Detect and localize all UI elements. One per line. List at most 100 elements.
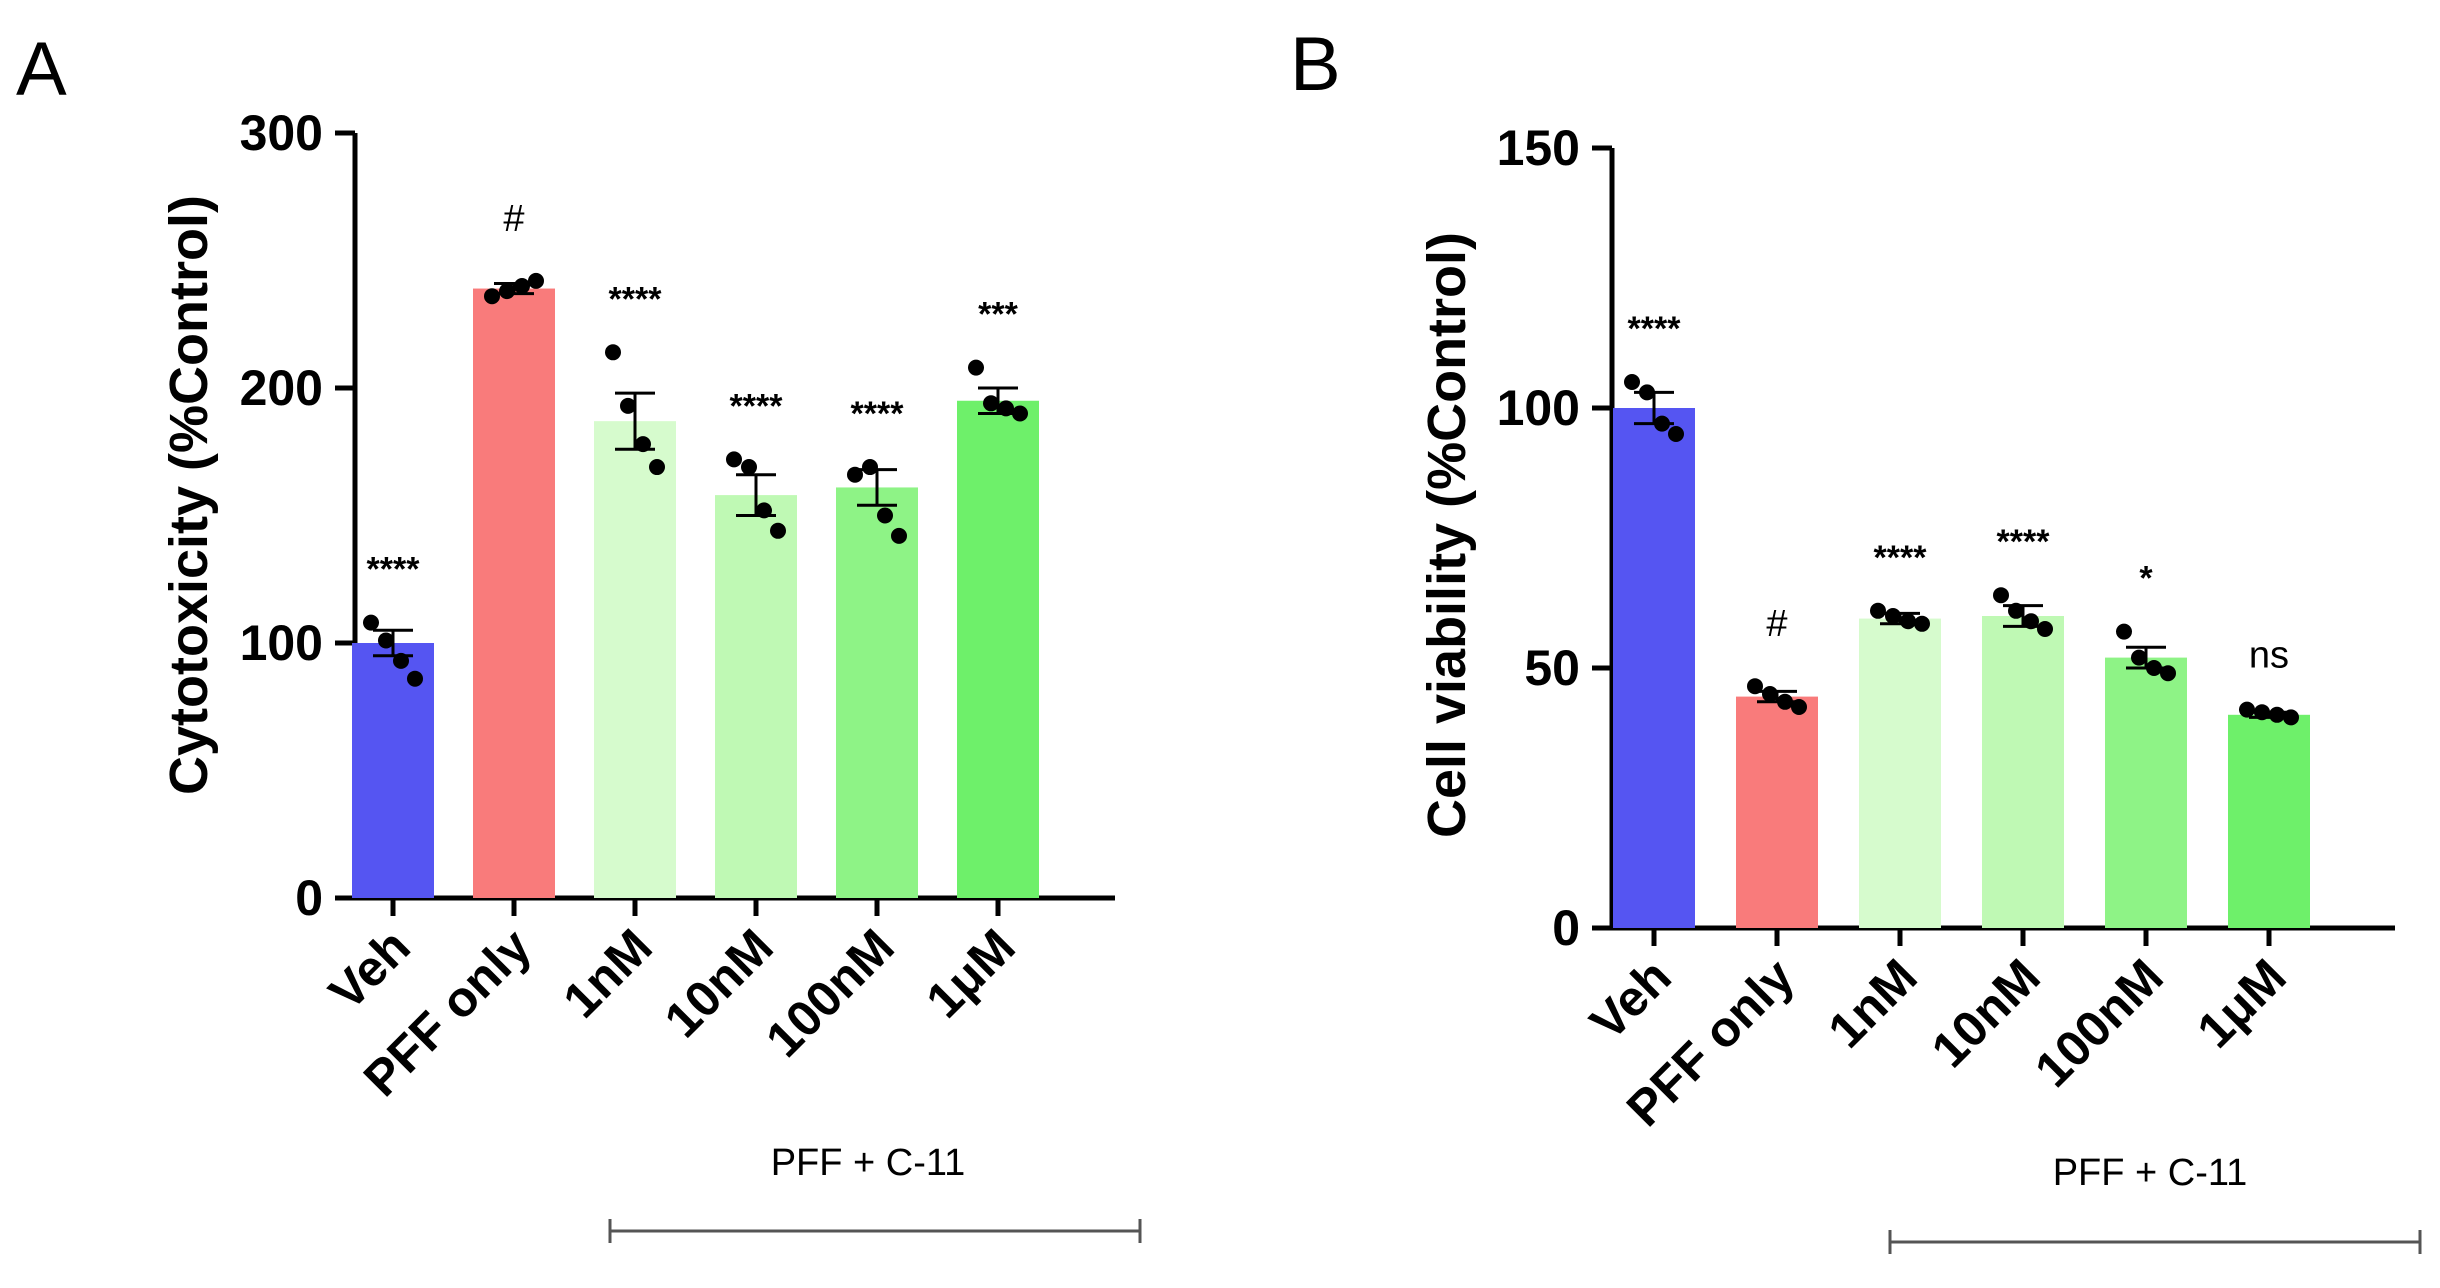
panel-a-data-point [741,459,757,476]
panel-a-significance-label: *** [978,296,1018,334]
panel-b-data-point [1777,693,1793,710]
panel-b-data-point [2131,649,2147,666]
panel-a-significance-label: **** [730,387,784,425]
panel-a-bar [836,487,918,898]
panel-a-y-tick-labels: 0 100 200 300 [240,105,323,926]
panel-a-bar [957,400,1039,898]
panel-b-y-tick-label: 50 [1524,640,1580,696]
panel-letter-b: B [1290,22,1341,107]
panel-b-bar [1982,616,2064,928]
panel-b-category-label: 1μM [2186,948,2296,1058]
panel-a-significance-label: **** [367,551,421,589]
panel-b-data-point [2116,623,2132,640]
panel-a-data-point [393,652,409,669]
panel-b-data-point [2146,660,2162,676]
panel-a-data-point [1012,405,1028,422]
panel-a-group-label: PFF + C-11 [771,1142,966,1184]
panel-b-data-point [1639,384,1655,401]
panel-a-data-point [756,502,772,519]
panel-b-data-point [1993,587,2009,604]
panel-b-data-point [2160,665,2176,682]
panel-b-significance-labels: ****#**** *****ns [1628,310,2290,677]
panel-b-data-point [1654,415,1670,432]
panel-a-category-label: 100nM [755,918,905,1068]
panel-b-y-tick-label: 0 [1552,900,1580,956]
panel-b-significance-label: **** [1628,310,1682,348]
panel-letter-a: A [16,27,67,112]
panel-a-data-point [605,344,621,361]
panel-a-bar [473,288,555,898]
panel-a-data-point [499,283,515,300]
panel-a-data-point [635,436,651,453]
panel-a-y-tick-label: 200 [240,360,323,416]
panel-b-bar [1736,696,1818,928]
panel-b-y-tick-label: 150 [1497,120,1580,176]
panel-a-y-tick-label: 300 [240,105,323,161]
panel-b-data-point [1791,699,1807,715]
panel-b-y-axis-label: Cell viability (%Control) [1417,232,1477,838]
panel-b-significance-label: **** [1997,523,2051,561]
panel-b-data-point [2254,704,2270,721]
panel-a-data-point [862,459,878,476]
panel-a-data-point [877,507,893,524]
panel-a-data-point [891,527,907,544]
panel-a-data-point [528,272,544,289]
panel-a-category-label: Veh [318,918,420,1020]
panel-b-data-point [1747,678,1763,695]
panel-b-data-point [1762,686,1778,702]
panel-a-data-points [363,272,1028,687]
panel-a-significance-label: **** [851,395,905,433]
panel-a-y-tick-label: 100 [240,615,323,671]
panel-a-data-point [998,400,1014,417]
panel-b-data-point [2008,602,2024,619]
panel-b-data-point [1900,613,1916,630]
panel-a-category-label: 1μM [915,918,1025,1028]
panel-a-data-point [726,451,742,468]
panel-a-data-point [620,397,636,414]
panel-b-data-points [1624,374,2299,726]
panel-a-data-point [770,522,786,539]
panel-a-error-bars [373,281,1018,658]
panel-b-data-point [2269,706,2285,723]
panel-a-data-point [363,614,379,631]
panel-a-bar [715,495,797,898]
panel-b-bars [1613,408,2310,928]
panel-a-data-point [514,278,530,294]
panel-b-data-point [2283,709,2299,726]
panel-a-data-point [649,459,665,476]
panel-b-data-point [1624,374,1640,390]
panel-a-significance-label: # [503,198,524,240]
panel-b-data-point [2023,613,2039,630]
panel-b-significance-label: **** [1874,539,1928,577]
panel-a-data-point [378,632,394,649]
panel-b-significance-label: * [2139,560,2153,598]
panel-b-group-label: PFF + C-11 [2053,1152,2248,1194]
panel-a-y-axis-label: Cytotoxicity (%Control) [159,195,219,795]
panel-b-data-point [1668,426,1684,442]
panel-b-data-point [1914,615,1930,632]
panel-b-significance-label: # [1766,603,1787,645]
panel-b-data-point [1870,602,1886,619]
panel-a-data-point [968,359,984,376]
panel-b-data-point [2239,701,2255,718]
panel-b-error-bars [1634,390,2289,719]
panel-a-data-point [407,670,423,687]
panel-a-significance-labels: ****#******** ******* [367,198,1019,589]
panel-b-y-tick-label: 100 [1497,380,1580,436]
panel-b-category-label: 100nM [2024,948,2174,1098]
panel-a-category-label: 1nM [552,918,662,1028]
panel-b-bar [1859,618,1941,928]
panel-b-category-label: Veh [1579,948,1681,1050]
panel-a-data-point [983,395,999,412]
panel-b-data-point [2037,621,2053,637]
panel-a-y-tick-label: 0 [295,870,323,926]
panel-a-data-point [847,466,863,483]
panel-b-bar [2105,657,2187,928]
panel-a-data-point [484,288,500,305]
panel-b-significance-label: ns [2249,635,2289,677]
panel-b-category-label: 1nM [1817,948,1927,1058]
